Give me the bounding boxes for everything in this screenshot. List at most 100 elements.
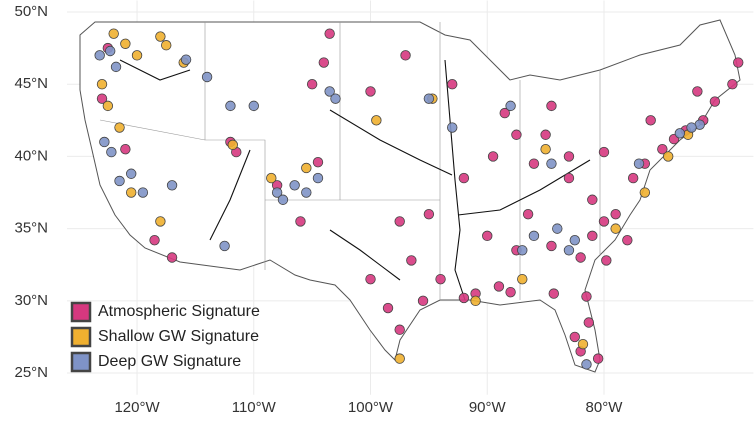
legend: Atmospheric Signature Shallow GW Signatur… xyxy=(70,301,260,373)
site-point xyxy=(318,57,330,68)
y-tick-label: 30°N xyxy=(14,292,48,309)
y-tick-label: 40°N xyxy=(14,147,48,164)
site-point xyxy=(96,93,108,104)
site-point xyxy=(306,79,318,90)
site-point xyxy=(96,79,108,90)
site-point xyxy=(622,234,633,246)
site-point xyxy=(645,115,656,126)
site-point xyxy=(108,28,119,39)
site-point xyxy=(528,230,540,242)
site-point xyxy=(94,50,105,61)
y-tick-label: 35°N xyxy=(14,220,48,237)
site-point xyxy=(324,28,335,39)
site-point xyxy=(627,172,639,184)
site-point xyxy=(552,223,563,234)
site-point xyxy=(727,79,738,90)
site-point xyxy=(312,156,324,168)
site-point xyxy=(166,180,178,191)
site-point xyxy=(540,129,551,140)
site-point xyxy=(511,129,522,140)
points xyxy=(94,28,744,370)
site-point xyxy=(587,194,598,205)
site-point xyxy=(546,158,557,169)
site-point xyxy=(487,151,499,162)
site-point xyxy=(149,234,160,246)
site-point xyxy=(312,172,324,184)
site-point xyxy=(289,180,300,191)
site-point xyxy=(161,40,172,51)
site-point xyxy=(106,146,117,158)
site-point xyxy=(155,216,166,227)
site-point xyxy=(114,122,125,133)
site-point xyxy=(102,100,114,112)
site-point xyxy=(709,96,721,107)
site-point xyxy=(435,273,446,285)
site-point xyxy=(219,240,230,252)
site-point xyxy=(692,86,703,97)
rivers xyxy=(119,59,591,301)
site-point xyxy=(548,288,559,299)
site-point xyxy=(598,146,610,158)
site-point xyxy=(394,216,405,227)
y-tick-label: 45°N xyxy=(14,75,48,92)
site-point xyxy=(581,291,592,302)
site-point xyxy=(563,151,575,162)
site-point xyxy=(180,54,192,65)
site-point xyxy=(569,234,580,246)
site-point xyxy=(271,187,283,198)
site-point xyxy=(406,255,417,266)
site-point xyxy=(546,240,557,252)
site-point xyxy=(137,187,149,198)
legend-label: Atmospheric Signature xyxy=(98,303,260,320)
site-point xyxy=(458,292,470,304)
site-point xyxy=(563,172,575,184)
site-point xyxy=(277,194,289,205)
site-point xyxy=(657,143,668,155)
site-point xyxy=(662,151,674,162)
site-point xyxy=(126,168,137,179)
site-point xyxy=(610,208,621,220)
site-point xyxy=(423,93,435,104)
site-point xyxy=(301,187,312,198)
site-point xyxy=(733,57,744,68)
site-point xyxy=(365,86,376,97)
site-point xyxy=(577,338,589,350)
site-point xyxy=(394,324,405,335)
y-tick-label: 25°N xyxy=(14,364,48,381)
site-point xyxy=(482,230,493,242)
site-point xyxy=(575,252,586,263)
site-point xyxy=(225,100,236,112)
site-point xyxy=(126,187,137,198)
site-point xyxy=(394,353,405,364)
site-point xyxy=(546,100,557,112)
site-point xyxy=(447,122,458,133)
site-point xyxy=(674,128,686,139)
x-tick-label: 90°W xyxy=(469,399,507,416)
site-point xyxy=(505,286,516,298)
site-point xyxy=(131,50,143,61)
site-point xyxy=(155,31,166,42)
site-point xyxy=(365,273,376,285)
legend-swatch xyxy=(70,301,92,323)
site-point xyxy=(248,100,259,112)
site-point xyxy=(99,136,110,148)
site-point xyxy=(639,187,651,198)
site-point xyxy=(110,61,122,73)
site-point xyxy=(581,359,592,370)
site-point xyxy=(382,302,394,314)
site-point xyxy=(371,115,382,126)
site-point xyxy=(330,93,341,104)
site-point xyxy=(301,162,312,174)
site-point xyxy=(166,252,178,263)
site-point xyxy=(610,223,621,234)
site-point xyxy=(633,158,645,169)
site-point xyxy=(104,45,116,57)
legend-label: Shallow GW Signature xyxy=(98,328,259,345)
site-point xyxy=(686,122,697,133)
x-tick-label: 80°W xyxy=(586,399,624,416)
site-point xyxy=(601,255,612,266)
site-point xyxy=(505,100,516,112)
site-point xyxy=(423,208,435,220)
